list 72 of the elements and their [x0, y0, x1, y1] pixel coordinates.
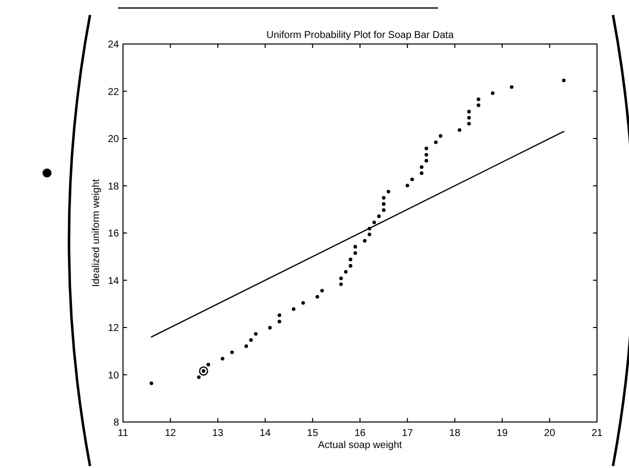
x-tick-label: 21 [591, 428, 603, 439]
point [301, 301, 305, 305]
point [344, 270, 348, 274]
point [197, 375, 201, 379]
point [424, 153, 428, 157]
point [420, 171, 424, 176]
point [249, 338, 253, 342]
point [368, 232, 372, 236]
point [510, 85, 514, 89]
x-tick-label: 19 [496, 428, 508, 439]
chart-title: Uniform Probability Plot for Soap Bar Data [266, 30, 454, 41]
point [467, 110, 471, 114]
x-tick-label: 16 [354, 428, 366, 439]
point [244, 344, 248, 348]
point [476, 97, 480, 102]
point [458, 128, 462, 132]
point [377, 214, 381, 218]
point [278, 313, 282, 318]
point [467, 122, 471, 126]
y-tick-label: 16 [108, 228, 120, 240]
x-tick-label: 12 [164, 428, 176, 439]
y-tick-label: 20 [108, 134, 120, 145]
y-tick-label: 22 [108, 86, 120, 98]
x-tick-label: 13 [212, 428, 224, 439]
point [490, 91, 495, 95]
point [254, 332, 258, 336]
point [476, 103, 480, 107]
x-tick-label: 11 [118, 428, 129, 439]
x-tick-label: 17 [402, 428, 414, 439]
point [150, 381, 154, 386]
point [382, 202, 386, 206]
point [206, 362, 210, 366]
y-tick-label: 12 [108, 323, 120, 334]
point [353, 244, 358, 248]
point [386, 190, 390, 194]
point [382, 208, 386, 212]
point [348, 264, 352, 268]
y-tick-label: 18 [108, 181, 120, 192]
point [424, 158, 428, 163]
point [353, 251, 358, 255]
point [410, 178, 414, 182]
point [316, 294, 320, 299]
point [339, 282, 343, 286]
point [424, 146, 428, 150]
point [278, 320, 282, 324]
point [420, 165, 424, 169]
point [438, 134, 442, 138]
x-tick-label: 20 [544, 428, 556, 439]
y-axis-title: Idealized uniform weight [91, 178, 102, 287]
y-tick-label: 14 [108, 276, 120, 287]
y-tick-label: 24 [108, 40, 120, 50]
point [348, 258, 352, 262]
point [372, 220, 376, 224]
point [198, 366, 208, 376]
point [562, 78, 566, 82]
x-tick-label: 15 [307, 428, 319, 439]
point [362, 238, 367, 243]
point [230, 350, 234, 354]
x-axis-title: Actual soap weight [318, 440, 402, 451]
point [382, 196, 386, 200]
x-tick-label: 14 [260, 428, 272, 439]
x-tick-label: 18 [449, 428, 461, 439]
y-tick-label: 8 [113, 418, 120, 428]
point [292, 307, 296, 311]
point [467, 116, 471, 120]
y-tick-label: 10 [108, 370, 120, 382]
point [320, 288, 324, 292]
point [220, 356, 224, 360]
point [406, 184, 410, 188]
point [434, 140, 438, 144]
point [339, 276, 343, 280]
point [268, 326, 272, 330]
